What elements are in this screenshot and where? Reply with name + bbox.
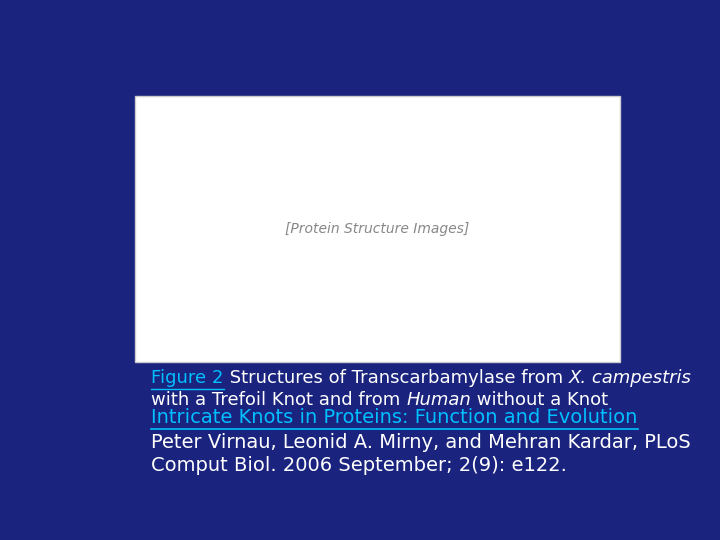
Text: X. campestris: X. campestris — [569, 369, 691, 387]
Text: Intricate Knots in Proteins: Function and Evolution: Intricate Knots in Proteins: Function an… — [151, 408, 638, 427]
Text: with a Trefoil Knot and from: with a Trefoil Knot and from — [151, 391, 406, 409]
FancyBboxPatch shape — [135, 96, 620, 362]
Text: Comput Biol. 2006 September; 2(9): e122.: Comput Biol. 2006 September; 2(9): e122. — [151, 456, 567, 475]
Text: Human: Human — [406, 391, 471, 409]
Text: [Protein Structure Images]: [Protein Structure Images] — [285, 222, 469, 236]
Text: Peter Virnau, Leonid A. Mirny, and Mehran Kardar, PLoS: Peter Virnau, Leonid A. Mirny, and Mehra… — [151, 433, 691, 452]
Text: Figure 2: Figure 2 — [151, 369, 224, 387]
Text: Structures of Transcarbamylase from: Structures of Transcarbamylase from — [224, 369, 569, 387]
Text: without a Knot: without a Knot — [471, 391, 608, 409]
